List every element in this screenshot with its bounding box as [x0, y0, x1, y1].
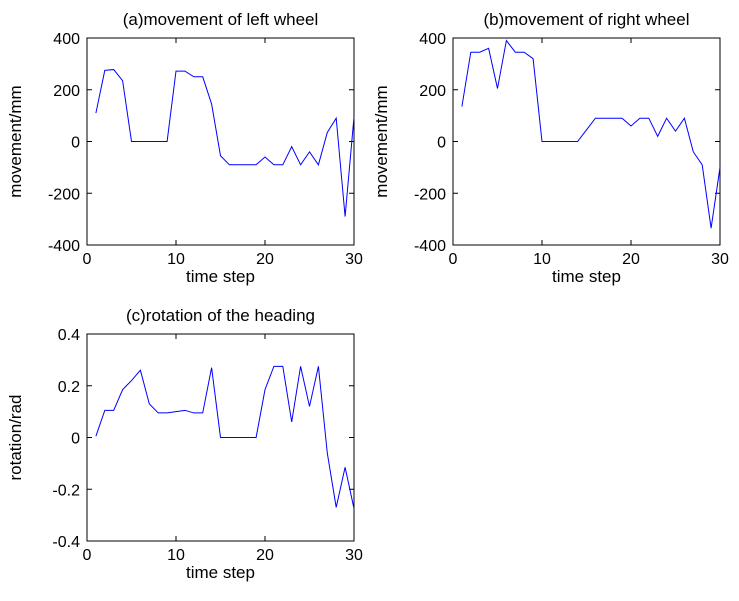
series-line [95, 365, 355, 509]
x-tick-label: 0 [83, 547, 92, 564]
subplot-left-wheel: (a)movement of left wheel 0 10 20 30 -400 -200… [6, 10, 363, 286]
x-tick-label: 20 [256, 547, 274, 564]
x-tick-label: 30 [345, 251, 363, 268]
y-axis-label: movement/mm [6, 85, 25, 197]
x-axis-label: time step [186, 267, 255, 286]
series-line [461, 39, 721, 229]
x-tick-label: 0 [83, 251, 92, 268]
x-tick-label: 0 [449, 251, 458, 268]
y-tick-label: -0.2 [52, 482, 80, 499]
chart-title: (c)rotation of the heading [126, 306, 315, 325]
y-tick-label: 0 [71, 135, 80, 152]
y-axis-label: movement/mm [372, 85, 391, 197]
x-axis-label: time step [186, 563, 255, 582]
y-tick-label: -400 [414, 238, 446, 255]
y-tick-label: 400 [53, 31, 80, 48]
x-tick-label: 30 [711, 251, 729, 268]
subplot-right-wheel: (b)movement of right wheel 0 10 20 30 -400 -20… [372, 10, 729, 286]
subplot-heading-rotation: (c)rotation of the heading 0 10 20 30 -0.4 -0.… [6, 306, 363, 582]
series-line [95, 69, 355, 217]
chart-title: (a)movement of left wheel [123, 10, 319, 29]
y-axis-label: rotation/rad [6, 395, 25, 481]
y-tick-label: 0 [71, 431, 80, 448]
y-tick-label: 400 [419, 31, 446, 48]
y-tick-label: -200 [48, 186, 80, 203]
x-tick-label: 20 [256, 251, 274, 268]
y-tick-label: 200 [53, 83, 80, 100]
x-tick-label: 20 [622, 251, 640, 268]
y-tick-label: -0.4 [52, 534, 80, 551]
x-axis-label: time step [552, 267, 621, 286]
y-tick-label: -200 [414, 186, 446, 203]
chart-title: (b)movement of right wheel [484, 10, 690, 29]
y-tick-label: 0.4 [58, 327, 80, 344]
x-tick-label: 10 [533, 251, 551, 268]
y-tick-label: 200 [419, 83, 446, 100]
x-tick-label: 10 [167, 547, 185, 564]
y-tick-label: 0 [437, 135, 446, 152]
y-tick-label: -400 [48, 238, 80, 255]
x-tick-label: 30 [345, 547, 363, 564]
x-tick-label: 10 [167, 251, 185, 268]
y-tick-label: 0.2 [58, 379, 80, 396]
